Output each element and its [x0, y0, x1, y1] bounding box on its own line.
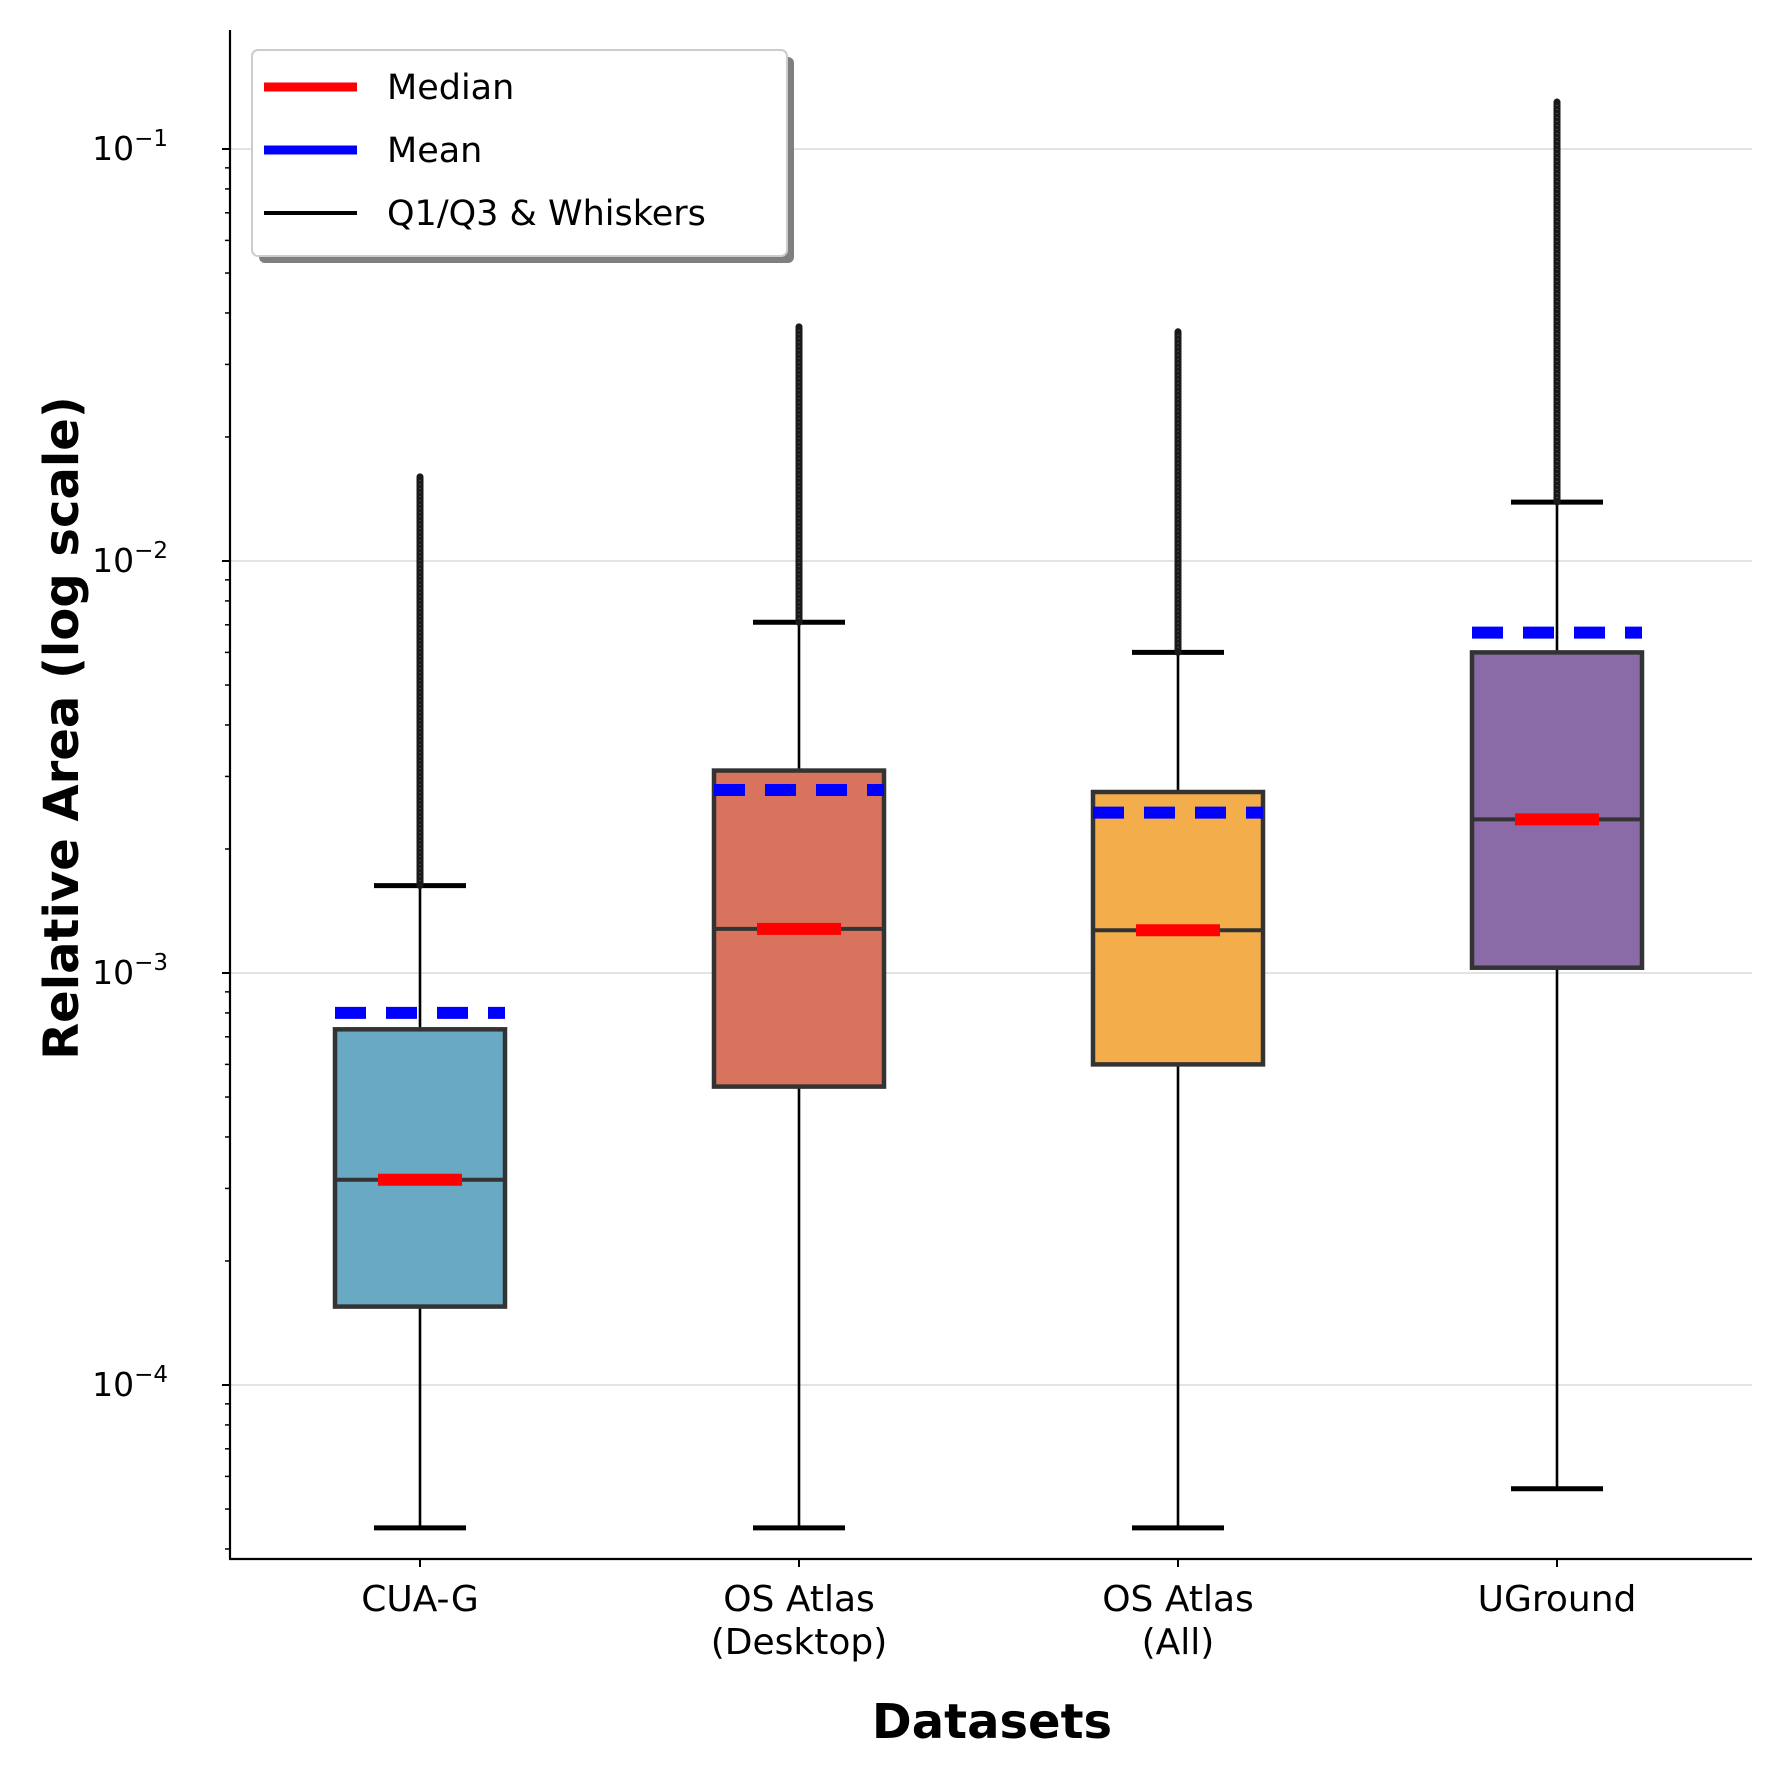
x-tick-label-0-0: CUA-G: [361, 1579, 479, 1620]
y-tick-label-3: 10−1: [92, 126, 168, 168]
x-ticks: CUA-G OS Atlas(Desktop)OS Atlas(All)UGrou…: [361, 1559, 1636, 1663]
box-series: [332, 98, 1645, 1531]
axes: [228, 30, 1752, 1561]
dataset-2: [1090, 328, 1266, 1531]
dataset-3: [1469, 98, 1645, 1492]
x-tick-label-1-0: OS Atlas: [723, 1579, 875, 1620]
iqr-box: [1469, 650, 1645, 970]
y-ticks: 10−4 10−3 10−2 10−1: [92, 126, 230, 1550]
legend-label-0: Median: [387, 68, 514, 108]
x-tick-label-2-1: (All): [1142, 1622, 1215, 1663]
iqr-box: [332, 1027, 508, 1309]
legend-label-2: Q1/Q3 & Whiskers: [387, 194, 706, 234]
legend: Median Mean Q1/Q3 & Whiskers: [251, 49, 794, 263]
dataset-1: [711, 323, 887, 1531]
legend-label-1: Mean: [387, 131, 482, 171]
x-tick-label-1-1: (Desktop): [711, 1622, 888, 1663]
y-tick-label-0: 10−4: [92, 1362, 168, 1404]
x-tick-label-2-0: OS Atlas: [1102, 1579, 1254, 1620]
y-axis-label: Relative Area (log scale): [34, 396, 90, 1060]
dataset-0: [332, 473, 508, 1531]
x-axis-label: Datasets: [872, 1694, 1112, 1750]
y-tick-label-2: 10−2: [92, 538, 168, 580]
x-tick-label-3-0: UGround: [1478, 1579, 1637, 1620]
y-tick-label-1: 10−3: [92, 950, 168, 992]
legend-frame: [251, 49, 788, 257]
